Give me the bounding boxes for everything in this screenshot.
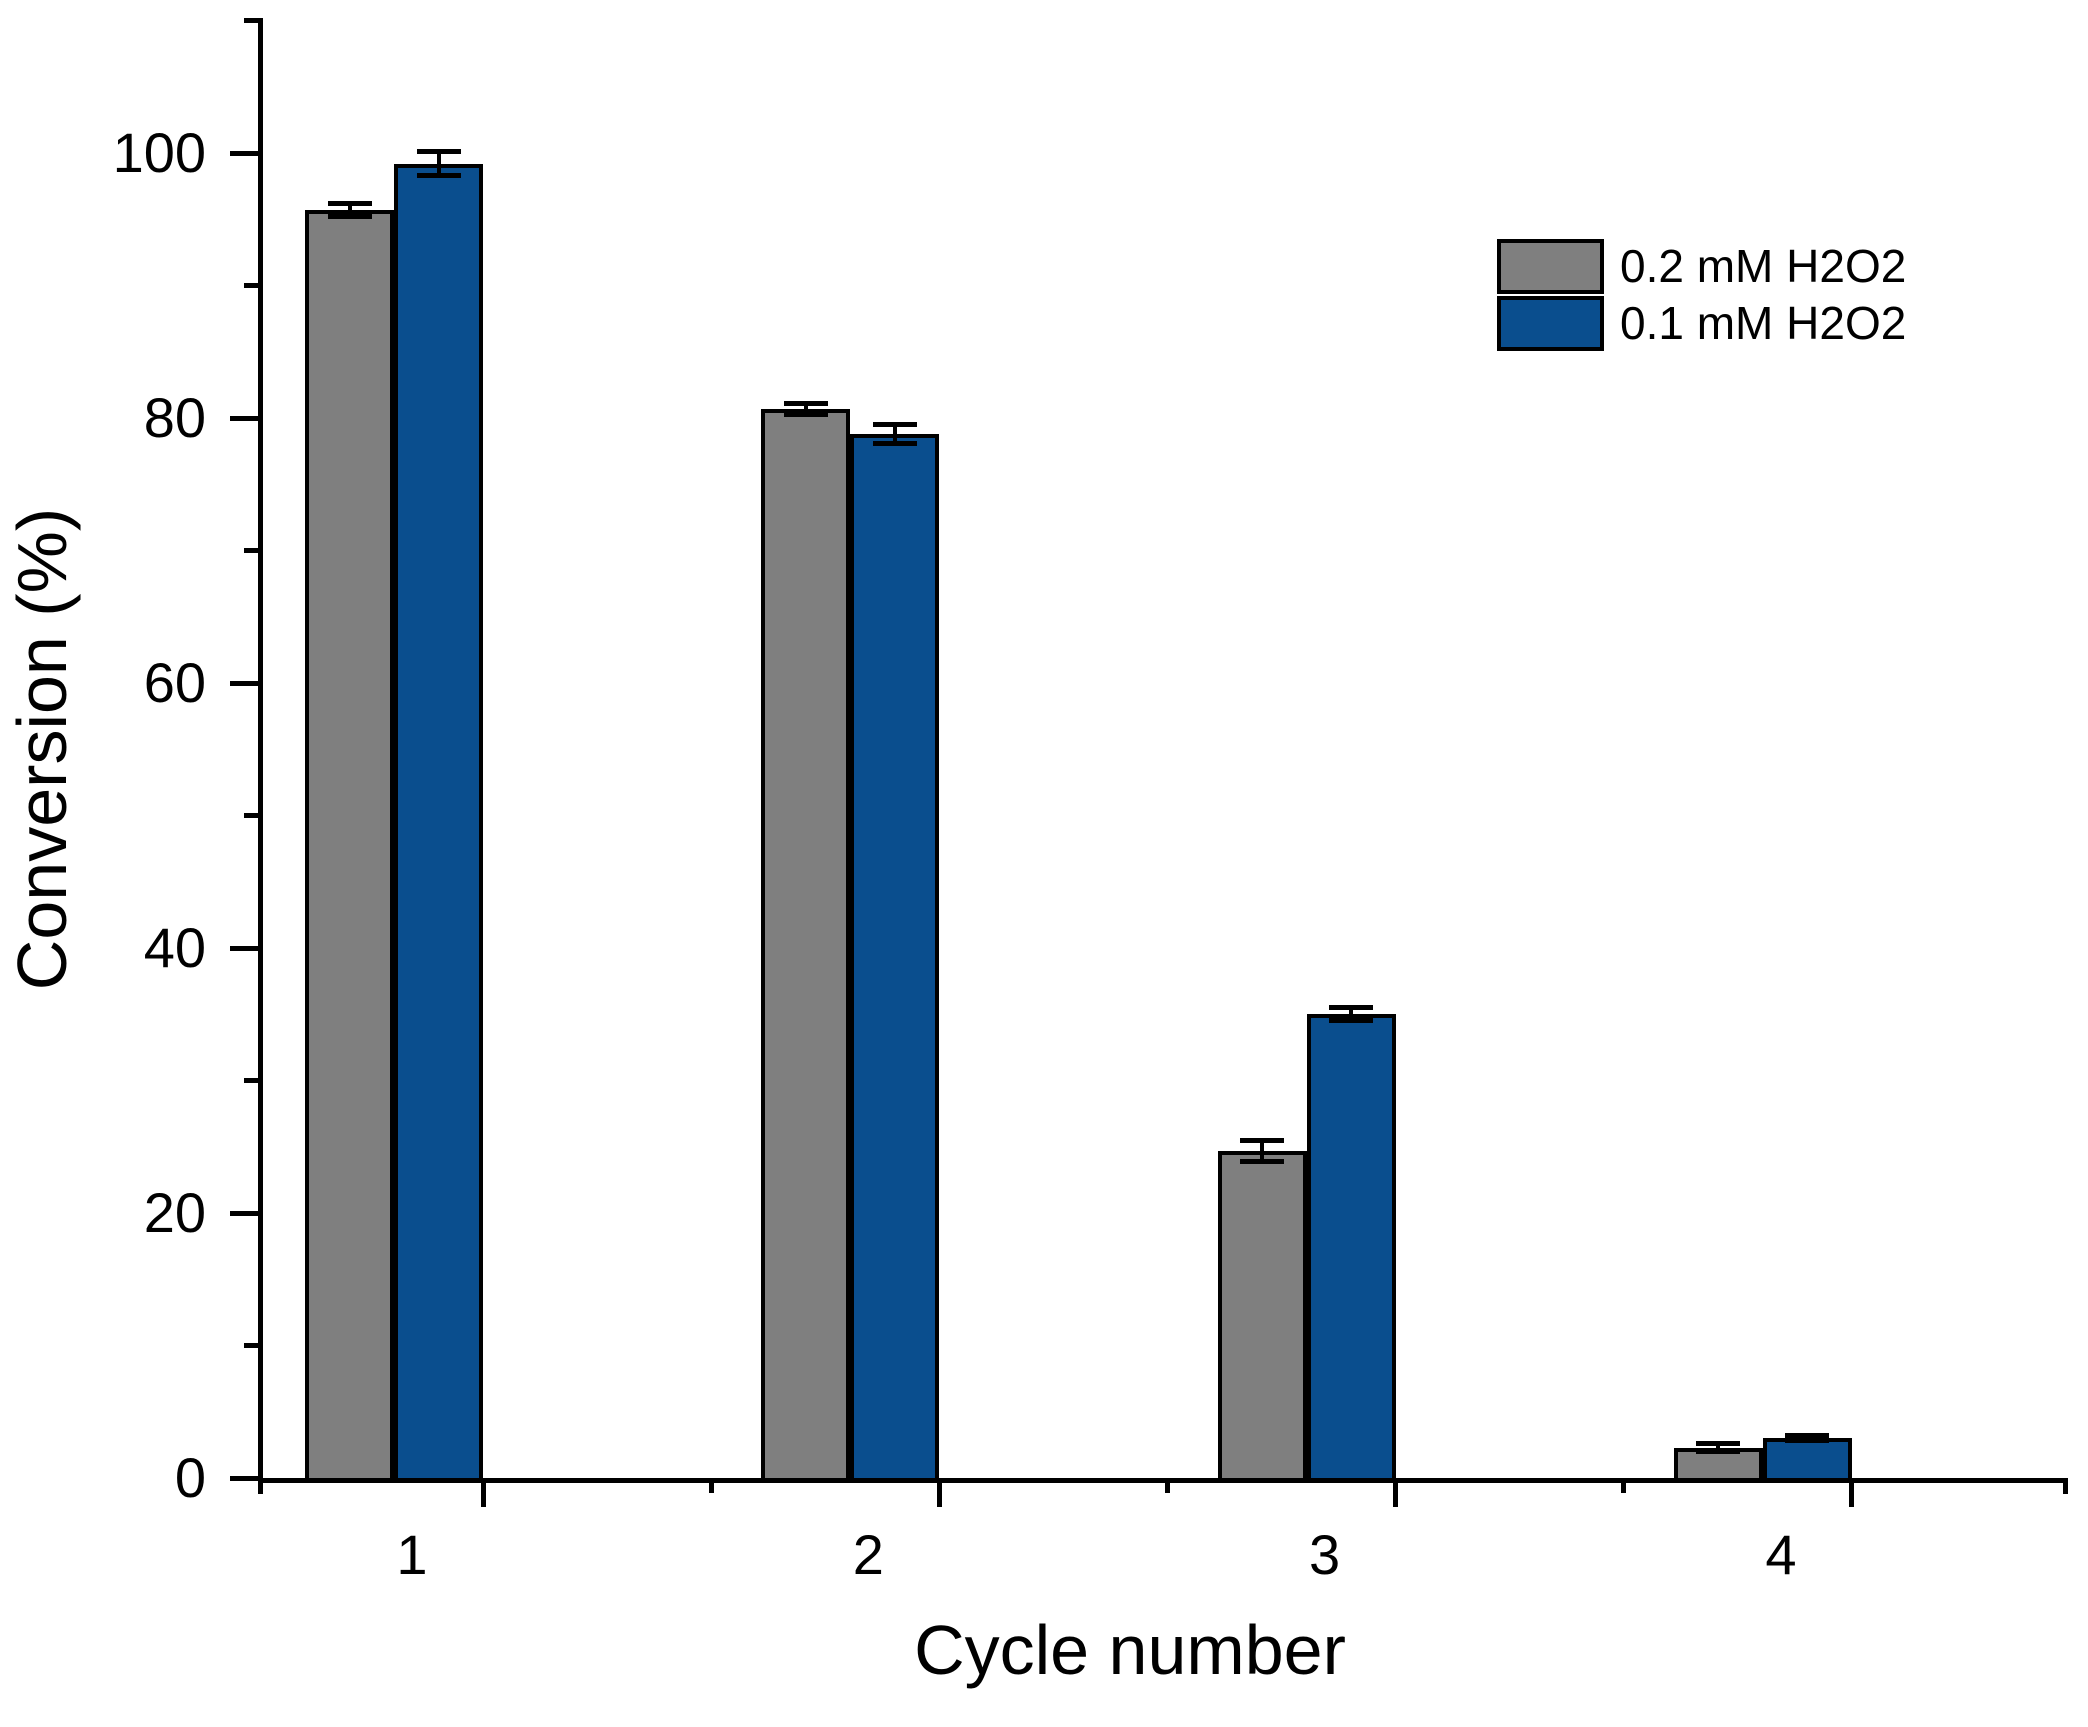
legend-label: 0.1 mM H2O2 [1620, 297, 1907, 349]
legend-item: 0.2 mM H2O2 [1497, 238, 1906, 295]
error-bar-cap-top [872, 422, 917, 428]
legend: 0.2 mM H2O2 0.1 mM H2O2 [1497, 238, 1906, 352]
y-minor-tick [244, 548, 258, 553]
x-tick-label: 4 [1765, 1523, 1797, 1586]
x-major-tick [936, 1478, 942, 1507]
legend-label: 0.2 mM H2O2 [1620, 240, 1907, 292]
bar-series1-cycle3 [1217, 1150, 1307, 1483]
error-bar-stem [892, 424, 897, 444]
error-bar-stem [1260, 1140, 1265, 1162]
legend-item: 0.1 mM H2O2 [1497, 295, 1906, 352]
bar-series2-cycle3 [1306, 1014, 1396, 1483]
error-bar-cap-bottom [783, 411, 828, 417]
bar-series1-cycle1 [305, 209, 394, 1483]
x-minor-tick [1164, 1478, 1170, 1493]
error-bar-cap-top [1240, 1137, 1285, 1143]
error-bar-stem [436, 151, 441, 176]
y-major-tick [230, 415, 258, 421]
y-tick-label: 60 [143, 651, 206, 714]
error-bar-cap-bottom [1329, 1018, 1374, 1024]
x-minor-tick [1621, 1478, 1627, 1493]
error-bar-cap-bottom [1785, 1438, 1830, 1444]
legend-swatch-series1 [1497, 239, 1604, 294]
bar-series1-cycle2 [761, 408, 851, 1483]
y-axis-title: Conversion (%) [3, 507, 81, 991]
x-axis-line [258, 1478, 2068, 1483]
x-axis-end-tick [2063, 1478, 2068, 1494]
legend-swatch-series2 [1497, 296, 1604, 351]
error-bar-cap-bottom [1240, 1158, 1285, 1164]
error-bar-cap-bottom [1696, 1449, 1741, 1454]
error-bar-cap-top [1329, 1005, 1374, 1011]
y-minor-tick [244, 813, 258, 818]
x-tick-label: 1 [396, 1523, 428, 1586]
x-tick-label: 3 [1309, 1523, 1341, 1586]
error-bar-cap-bottom [872, 440, 917, 446]
error-bar-cap-bottom [327, 214, 372, 220]
error-bar-cap-top [416, 149, 461, 155]
error-bar-stem [347, 203, 352, 217]
x-major-tick [1849, 1478, 1855, 1507]
error-bar-stem [1805, 1435, 1810, 1441]
x-major-tick [1393, 1478, 1399, 1507]
y-tick-label: 100 [112, 121, 206, 184]
y-minor-tick [244, 1343, 258, 1348]
error-bar-cap-top [1785, 1433, 1830, 1439]
bar-series2-cycle2 [850, 433, 940, 1483]
y-major-tick [230, 150, 258, 156]
y-minor-tick [244, 1078, 258, 1083]
error-bar-cap-top [1696, 1441, 1741, 1447]
y-tick-label: 80 [143, 386, 206, 449]
error-bar-stem [1349, 1007, 1354, 1021]
y-tick-label: 0 [174, 1446, 206, 1509]
x-tick-label: 2 [852, 1523, 884, 1586]
x-axis-title: Cycle number [914, 1611, 1346, 1689]
y-major-tick [230, 680, 258, 686]
x-minor-tick [708, 1478, 714, 1493]
y-minor-tick [244, 283, 258, 288]
error-bar-cap-bottom [416, 173, 461, 179]
y-major-tick [230, 1210, 258, 1216]
y-axis-line [258, 18, 263, 1494]
error-bar-stem [1716, 1443, 1721, 1452]
x-major-tick [480, 1478, 486, 1507]
error-bar-stem [803, 403, 808, 415]
error-bar-cap-top [783, 400, 828, 406]
y-major-tick [230, 1475, 258, 1481]
y-minor-tick [244, 18, 258, 23]
y-tick-label: 20 [143, 1181, 206, 1244]
bar-series2-cycle4 [1762, 1438, 1852, 1483]
bar-series2-cycle1 [394, 163, 483, 1483]
error-bar-cap-top [327, 200, 372, 206]
y-tick-label: 40 [143, 916, 206, 979]
y-major-tick [230, 945, 258, 951]
